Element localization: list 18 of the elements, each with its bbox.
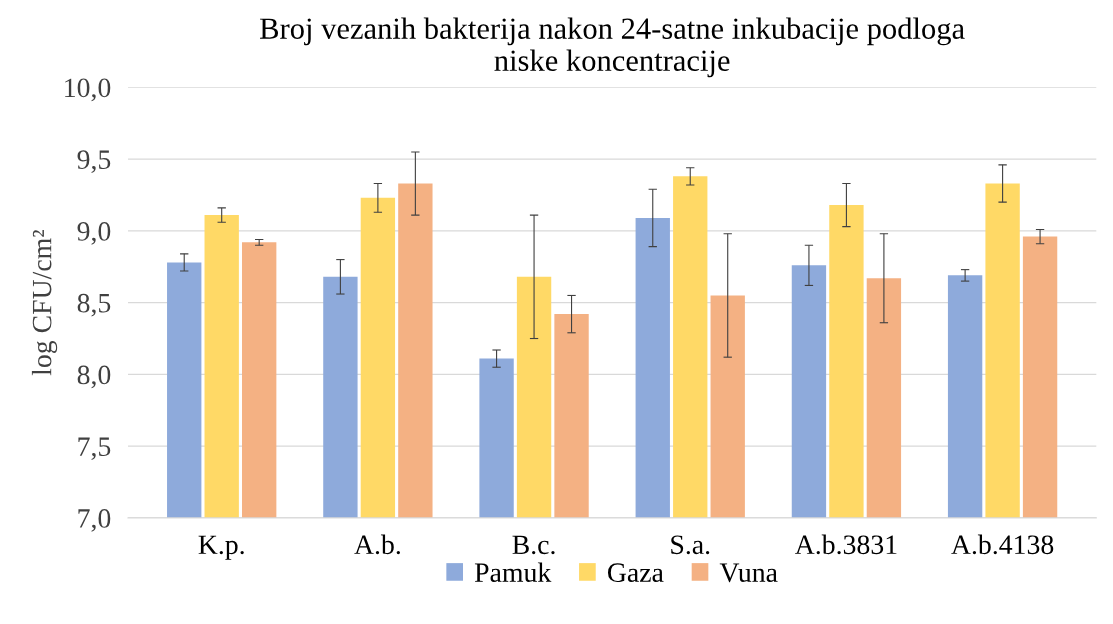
legend-label: Vuna bbox=[719, 563, 778, 583]
x-tick-label: B.c. bbox=[512, 535, 555, 555]
legend-label: Gaza bbox=[607, 563, 664, 582]
y-tick-label: 10,0 bbox=[65, 78, 111, 102]
y-tick-label: 9,5 bbox=[77, 150, 111, 174]
legend-label: Pamuk bbox=[474, 562, 552, 582]
x-tick-label: A.b.4138 bbox=[951, 534, 1054, 555]
x-tick-label: S.a. bbox=[671, 535, 710, 555]
y-tick-label: 7,5 bbox=[78, 437, 111, 461]
x-tick-label: A.b. bbox=[354, 534, 400, 555]
y-tick-label: 7,0 bbox=[78, 509, 111, 532]
x-tick-label: K.p. bbox=[198, 535, 244, 560]
y-tick-label: 8,5 bbox=[77, 293, 111, 317]
y-tick-label: 9,0 bbox=[77, 222, 111, 245]
x-tick-label: A.b.3831 bbox=[794, 534, 897, 555]
chart-title: Broj vezanih bakterija nakon 24-satne inkubacije podloga niske koncentracije bbox=[260, 17, 965, 78]
y-tick-label: 8,0 bbox=[77, 365, 111, 389]
y-axis-title: log CFU/cm² bbox=[31, 230, 58, 376]
